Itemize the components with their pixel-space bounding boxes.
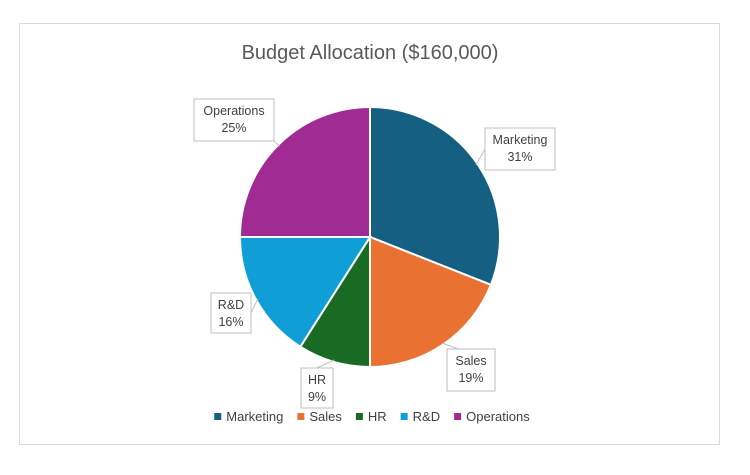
legend-item-sales: Sales — [297, 409, 342, 424]
data-label-randd: R&D 16% — [210, 292, 259, 334]
legend-marker-marketing — [214, 413, 222, 420]
leader-line-randd — [250, 298, 259, 314]
pie-slice-sales — [369, 235, 493, 369]
legend-label-sales: Sales — [309, 409, 342, 424]
data-label-category-hr: HR — [308, 373, 326, 387]
data-label-box-sales — [446, 348, 496, 392]
data-label-box-marketing — [484, 127, 556, 171]
leader-line-marketing — [475, 148, 486, 166]
data-labels: Marketing 31% Sales 19% HR 9% R&D 16% Operations… — [193, 98, 556, 409]
pie-slice-randd — [238, 236, 372, 349]
data-label-box-randd — [210, 292, 252, 334]
data-label-sales: Sales 19% — [441, 342, 496, 392]
data-label-hr: HR 9% — [300, 359, 335, 409]
legend-item-randd: R&D — [400, 409, 440, 424]
legend-marker-sales — [297, 413, 305, 420]
chart-title: Budget Allocation ($160,000) — [242, 42, 499, 64]
legend-label-randd: R&D — [413, 409, 440, 424]
legend-label-hr: HR — [368, 409, 387, 424]
data-label-value-hr: 9% — [308, 390, 326, 404]
data-label-category-operations: Operations — [203, 104, 264, 118]
data-label-category-marketing: Marketing — [493, 133, 548, 147]
legend-marker-operations — [454, 413, 462, 420]
leader-line-sales — [441, 342, 459, 350]
data-label-value-operations: 25% — [221, 121, 246, 135]
data-label-box-operations — [193, 98, 275, 142]
data-label-marketing: Marketing 31% — [475, 127, 556, 171]
pie-slice-marketing — [369, 105, 501, 287]
data-label-value-sales: 19% — [458, 371, 483, 385]
data-label-box-hr — [300, 367, 334, 409]
leader-line-hr — [316, 359, 335, 369]
data-label-category-sales: Sales — [455, 354, 486, 368]
legend-label-marketing: Marketing — [226, 409, 283, 424]
leader-line-operations — [273, 140, 280, 147]
data-label-operations: Operations 25% — [193, 98, 280, 147]
legend-label-operations: Operations — [466, 409, 530, 424]
legend: Marketing Sales HR R&D Operations — [214, 409, 530, 424]
legend-item-marketing: Marketing — [214, 409, 283, 424]
data-label-value-marketing: 31% — [507, 150, 532, 164]
legend-marker-randd — [400, 413, 408, 420]
legend-marker-hr — [355, 413, 363, 420]
legend-item-operations: Operations — [454, 409, 530, 424]
data-label-category-randd: R&D — [218, 298, 244, 312]
pie-slices — [238, 105, 501, 369]
data-label-value-randd: 16% — [218, 315, 243, 329]
legend-item-hr: HR — [355, 409, 387, 424]
